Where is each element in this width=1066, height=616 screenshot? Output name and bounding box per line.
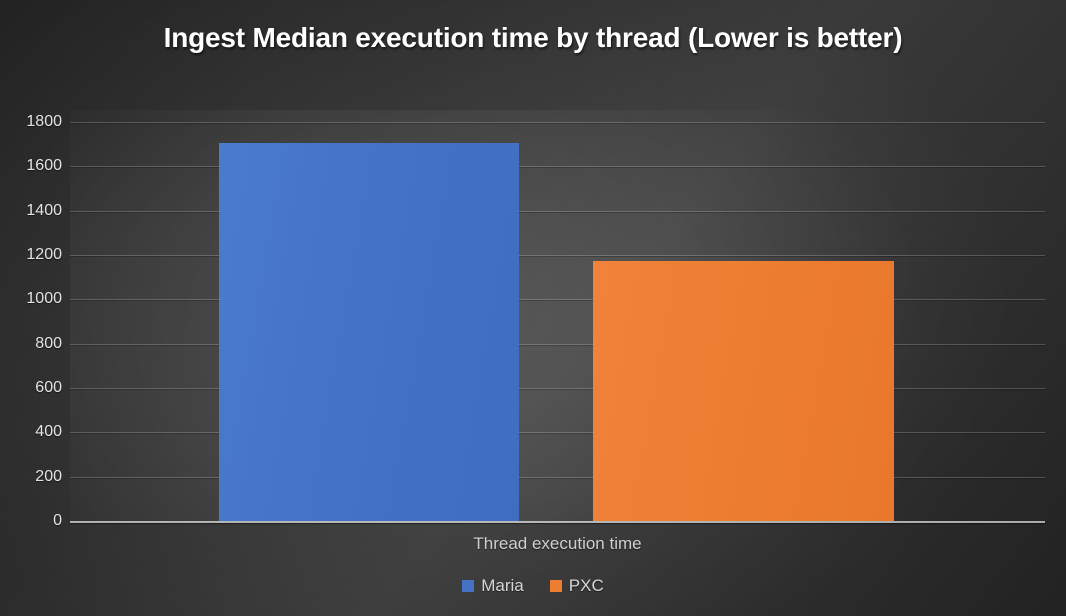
legend-label: Maria: [481, 576, 524, 595]
y-axis-tick-label: 1400: [26, 201, 62, 219]
y-axis-tick-label: 600: [35, 379, 62, 396]
legend-swatch-icon: [549, 579, 562, 592]
x-axis-title: Thread execution time: [473, 534, 642, 553]
legend-item-pxc[interactable]: PXC: [549, 576, 604, 595]
legend-swatch-icon: [462, 579, 475, 592]
y-axis-tick-label: 800: [35, 334, 62, 352]
gridline: [70, 122, 1045, 123]
chart-legend: Maria PXC: [0, 577, 1066, 594]
y-axis-tick-label: 1200: [26, 246, 62, 263]
y-axis-tick-label: 400: [35, 423, 62, 441]
plot-area: [70, 110, 1045, 523]
gridline: [70, 343, 1045, 345]
gridline: [70, 299, 1045, 301]
gridline: [70, 388, 1045, 389]
chart-title: Ingest Median execution time by thread (…: [163, 22, 903, 53]
legend-item-maria[interactable]: Maria: [462, 577, 524, 594]
y-axis-tick-labels: 1800 1600 1400 1200 1000 800 600 400 200 0: [0, 110, 62, 529]
y-axis-tick-label: 1600: [26, 157, 62, 175]
bar-pxc[interactable]: [593, 261, 894, 521]
legend-label: PXC: [568, 576, 604, 595]
gridline: [70, 166, 1045, 168]
plot-background: [70, 110, 1045, 522]
bar-maria[interactable]: [219, 143, 519, 521]
x-axis-line: [70, 521, 1045, 523]
gridline: [70, 255, 1045, 256]
gridline: [70, 432, 1045, 434]
gridline: [70, 476, 1045, 478]
y-axis-tick-label: 200: [35, 467, 62, 485]
y-axis-tick-label: 1000: [26, 290, 62, 308]
y-axis-tick-label: 0: [53, 512, 62, 529]
y-axis-tick-label: 1800: [26, 113, 62, 130]
gridline: [70, 210, 1045, 212]
